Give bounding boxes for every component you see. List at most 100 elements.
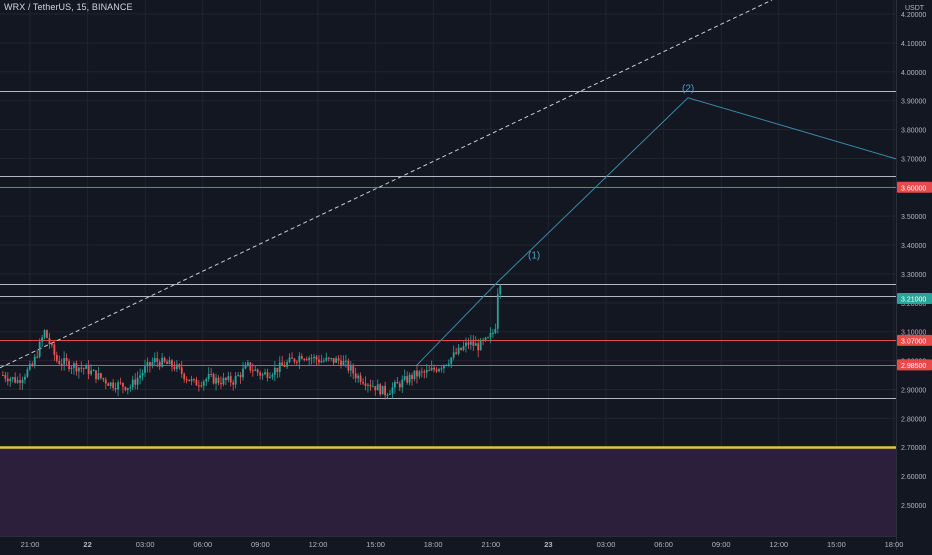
- wave-label-1[interactable]: (1): [528, 251, 540, 262]
- candle-body: [90, 371, 92, 375]
- time-tick-label: 21:00: [21, 540, 40, 549]
- candle-body: [392, 387, 394, 393]
- candle-body: [494, 329, 496, 333]
- candle-body: [387, 395, 389, 396]
- candle-body: [252, 370, 254, 371]
- candle-body: [301, 356, 303, 359]
- candle-body: [66, 358, 68, 361]
- candle-body: [203, 381, 205, 385]
- candle-body: [259, 373, 261, 376]
- candle-body: [477, 343, 479, 350]
- candle-body: [154, 358, 156, 362]
- time-tick-label: 22: [83, 540, 91, 549]
- time-tick-label: 12:00: [309, 540, 328, 549]
- time-tick-label: 15:00: [827, 540, 846, 549]
- candle-body: [311, 358, 313, 359]
- candle-body: [95, 370, 97, 379]
- time-tick-label: 23: [544, 540, 552, 549]
- candle-body: [455, 352, 457, 354]
- candle-body: [220, 383, 222, 384]
- price-tick-label: 2.90000: [901, 387, 926, 394]
- candle-body: [294, 359, 296, 362]
- candle-body: [147, 362, 149, 366]
- candle-body: [453, 352, 455, 357]
- candle-body: [352, 366, 354, 373]
- candle-body: [399, 383, 401, 387]
- candle-body: [56, 355, 58, 361]
- candle-body: [210, 374, 212, 375]
- candle-body: [122, 383, 124, 387]
- candle-body: [71, 368, 73, 369]
- candle-body: [107, 384, 109, 386]
- candle-body: [7, 379, 9, 382]
- candle-body: [232, 382, 234, 384]
- candle-body: [98, 373, 100, 379]
- candle-body: [164, 358, 166, 362]
- price-tick-label: 2.50000: [901, 503, 926, 510]
- price-tick-label: 3.80000: [901, 128, 926, 135]
- candle-body: [247, 362, 249, 365]
- candle-body: [458, 348, 460, 354]
- price-badge-label: 3.60000: [901, 185, 926, 192]
- candle-body: [181, 367, 183, 373]
- candle-body: [117, 382, 119, 389]
- candle-body: [132, 380, 134, 388]
- time-tick-label: 09:00: [251, 540, 270, 549]
- price-tick-label: 3.70000: [901, 156, 926, 163]
- time-tick-label: 18:00: [885, 540, 904, 549]
- candle-body: [161, 358, 163, 367]
- candle-body: [44, 330, 46, 337]
- candle-body: [19, 380, 21, 383]
- candle-body: [497, 294, 499, 329]
- candle-body: [257, 370, 259, 373]
- candle-body: [419, 371, 421, 376]
- candle-body: [213, 374, 215, 383]
- candle-body: [225, 378, 227, 380]
- candle-body: [24, 377, 26, 380]
- candle-body: [367, 385, 369, 386]
- candle-body: [436, 370, 438, 372]
- candle-body: [46, 330, 48, 338]
- price-tick-label: 3.30000: [901, 272, 926, 279]
- candle-body: [139, 375, 141, 377]
- time-tick-label: 18:00: [424, 540, 443, 549]
- candle-body: [276, 368, 278, 372]
- candle-body: [340, 361, 342, 366]
- candle-body: [156, 358, 158, 362]
- candle-body: [274, 368, 276, 375]
- candle-body: [394, 382, 396, 387]
- candle-body: [492, 333, 494, 334]
- candle-body: [372, 386, 374, 387]
- candle-body: [416, 370, 418, 376]
- candle-body: [377, 384, 379, 390]
- candle-body: [102, 378, 104, 380]
- candle-body: [272, 375, 274, 377]
- candle-body: [191, 379, 193, 381]
- candle-body: [286, 362, 288, 367]
- candle-body: [296, 362, 298, 363]
- time-tick-label: 06:00: [193, 540, 212, 549]
- candle-body: [61, 364, 63, 365]
- candle-body: [73, 363, 75, 368]
- candle-body: [284, 366, 286, 367]
- candle-body: [401, 380, 403, 388]
- candle-body: [499, 285, 501, 294]
- candle-body: [362, 382, 364, 383]
- candle-body: [414, 370, 416, 379]
- candle-body: [14, 377, 16, 382]
- candle-body: [200, 386, 202, 387]
- candle-body: [49, 338, 51, 344]
- candle-body: [428, 370, 430, 371]
- candle-body: [298, 356, 300, 362]
- candle-body: [404, 376, 406, 380]
- candle-body: [406, 376, 408, 383]
- candle-body: [235, 376, 237, 385]
- candle-body: [115, 388, 117, 389]
- candle-body: [308, 358, 310, 360]
- candle-body: [100, 373, 102, 378]
- wave-label-2[interactable]: (2): [682, 84, 694, 95]
- candle-body: [303, 359, 305, 360]
- purple-zone: [0, 447, 896, 536]
